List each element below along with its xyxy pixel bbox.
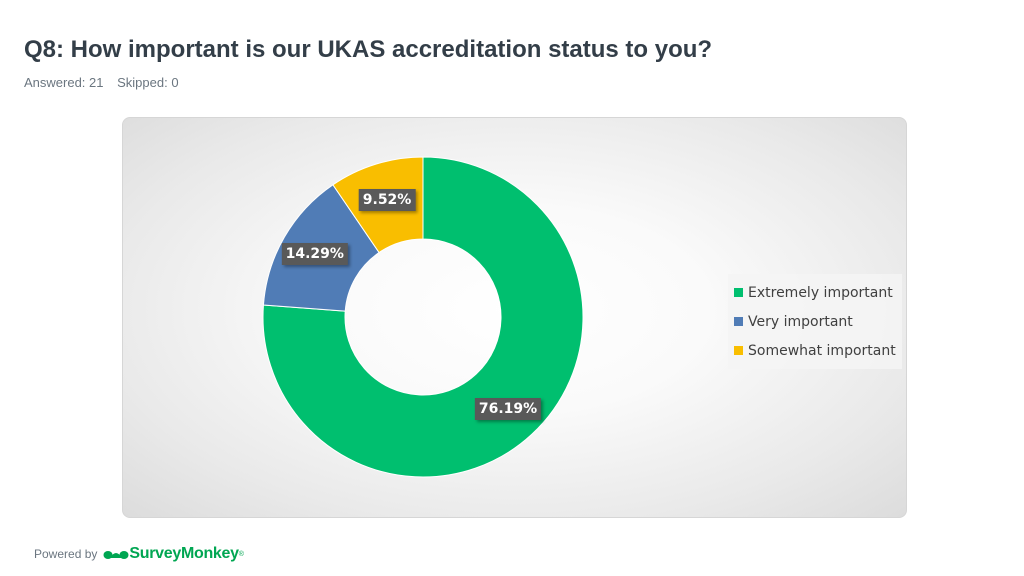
powered-by-text: Powered by [34, 547, 98, 561]
donut-slice-extremely-important [262, 156, 584, 478]
legend-item: Very important [734, 307, 896, 336]
legend-label: Somewhat important [748, 342, 896, 359]
answered-count: Answered: 21 [24, 75, 104, 90]
chart-legend: Extremely important Very important Somewha… [728, 274, 902, 369]
data-label: 9.52% [358, 189, 416, 212]
legend-label: Very important [748, 313, 853, 330]
chart-panel: 76.19% 14.29% 9.52% Extremely important Ver… [122, 117, 907, 518]
legend-swatch [734, 317, 743, 326]
legend-label: Extremely important [748, 284, 893, 301]
skipped-count: Skipped: 0 [117, 75, 179, 90]
surveymonkey-logo-icon [103, 551, 129, 559]
data-label: 76.19% [474, 397, 542, 420]
legend-swatch [734, 346, 743, 355]
page-title: Q8: How important is our UKAS accreditat… [24, 36, 713, 63]
footer: Powered by SurveyMonkey ® [34, 545, 244, 563]
legend-swatch [734, 288, 743, 297]
legend-item: Extremely important [734, 278, 896, 307]
brand-mark: ® [238, 550, 244, 558]
data-label: 14.29% [281, 243, 348, 266]
legend-item: Somewhat important [734, 336, 896, 365]
brand-name: SurveyMonkey [129, 545, 239, 562]
response-summary: Answered: 21 Skipped: 0 [24, 75, 179, 90]
